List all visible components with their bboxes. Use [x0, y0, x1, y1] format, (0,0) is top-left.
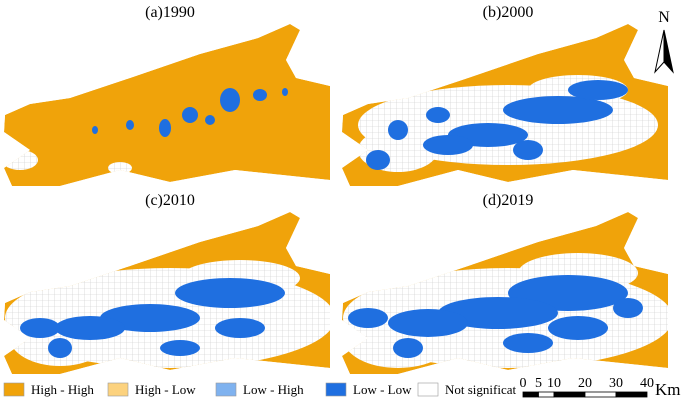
scale-segment: [538, 391, 555, 398]
scale-tick-label: 30: [609, 376, 623, 391]
low-low-area: [423, 135, 473, 155]
map-panel: (a)1990: [4, 4, 330, 186]
low-low-area: [48, 338, 72, 358]
low-low-area: [159, 119, 171, 137]
legend-swatch: [3, 382, 25, 397]
legend-swatch: [325, 382, 347, 397]
low-low-area: [175, 278, 285, 308]
low-low-area: [182, 107, 198, 123]
low-low-area: [253, 89, 267, 101]
not-significant-area: [4, 150, 38, 170]
low-low-area: [20, 318, 60, 338]
scale-tick-label: 10: [547, 376, 561, 391]
scale-tick-label: 0: [520, 376, 527, 391]
legend-label: Not significat: [445, 382, 517, 397]
legend-swatch: [107, 382, 129, 397]
not-significant-area: [108, 162, 132, 174]
scale-segment: [584, 391, 617, 398]
low-low-area: [126, 120, 134, 130]
legend-swatch: [215, 382, 237, 397]
low-low-area: [160, 340, 200, 356]
scale-tick-label: 40: [640, 376, 654, 391]
region-fill: [4, 212, 330, 374]
low-low-area: [613, 298, 643, 318]
region-fill: [342, 212, 668, 374]
legend-label: Low - Low: [353, 382, 412, 397]
low-low-area: [205, 115, 215, 125]
low-low-area: [503, 96, 613, 124]
low-low-area: [513, 140, 543, 160]
panel-title: (a)1990: [145, 4, 195, 21]
low-low-area: [503, 333, 553, 353]
low-low-area: [393, 338, 423, 358]
low-low-area: [55, 316, 125, 340]
map-panel: (b)2000: [342, 4, 668, 186]
scale-segment: [553, 391, 586, 398]
low-low-area: [215, 318, 265, 338]
scale-segment: [522, 391, 539, 398]
north-arrow: N: [654, 9, 674, 74]
low-low-area: [388, 120, 408, 140]
panel-title: (d)2019: [483, 192, 534, 209]
low-low-area: [548, 316, 608, 340]
map-panel: (d)2019: [342, 192, 668, 374]
north-label: N: [658, 9, 670, 26]
region-fill: [4, 24, 330, 186]
scale-tick-label: 20: [578, 376, 592, 391]
low-low-area: [282, 88, 288, 96]
legend-label: High - High: [31, 382, 94, 397]
legend-label: Low - High: [243, 382, 304, 397]
low-low-area: [568, 80, 628, 100]
panel-title: (c)2010: [145, 192, 195, 209]
low-low-area: [92, 126, 98, 134]
scale-bar: 0 5 10 20 30 40 Km: [520, 376, 681, 399]
scale-segment: [615, 391, 648, 398]
scale-unit: Km: [655, 380, 681, 399]
legend-label: High - Low: [135, 382, 196, 397]
region-fill: [342, 24, 668, 186]
low-low-area: [388, 309, 468, 337]
map-panel: (c)2010: [4, 192, 330, 374]
scale-tick-label: 5: [535, 376, 542, 391]
panel-title: (b)2000: [483, 4, 534, 21]
legend: High - High High - Low Low - High Low - Low…: [3, 382, 517, 397]
low-low-area: [366, 150, 390, 170]
legend-swatch: [417, 382, 439, 397]
low-low-area: [348, 308, 388, 328]
low-low-area: [438, 297, 558, 329]
low-low-area: [100, 304, 200, 332]
high-high-area: [4, 24, 330, 186]
low-low-area: [426, 107, 450, 123]
low-low-area: [220, 88, 240, 112]
